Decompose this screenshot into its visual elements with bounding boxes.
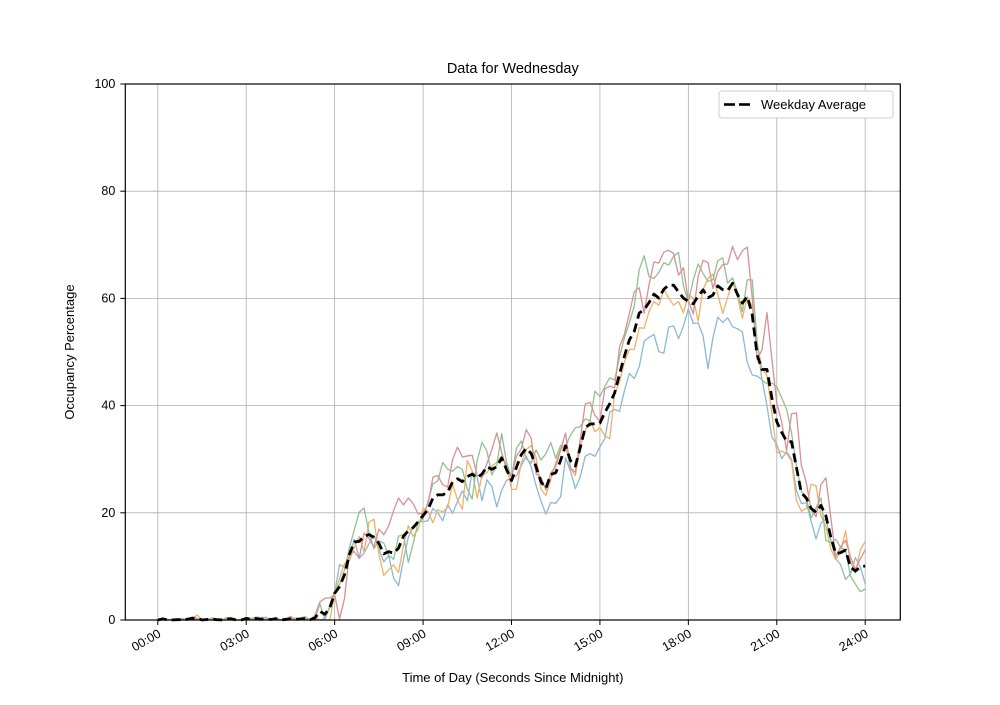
svg-text:Data for Wednesday: Data for Wednesday [447, 61, 580, 77]
svg-text:Time of Day (Seconds Since Mid: Time of Day (Seconds Since Midnight) [402, 670, 623, 685]
svg-text:Weekday Average: Weekday Average [761, 97, 866, 112]
svg-text:40: 40 [101, 399, 115, 413]
svg-text:Occupancy Percentage: Occupancy Percentage [62, 284, 77, 419]
svg-text:0: 0 [108, 613, 115, 627]
svg-text:100: 100 [94, 77, 115, 91]
svg-text:60: 60 [101, 291, 115, 305]
svg-text:20: 20 [101, 506, 115, 520]
svg-text:80: 80 [101, 184, 115, 198]
